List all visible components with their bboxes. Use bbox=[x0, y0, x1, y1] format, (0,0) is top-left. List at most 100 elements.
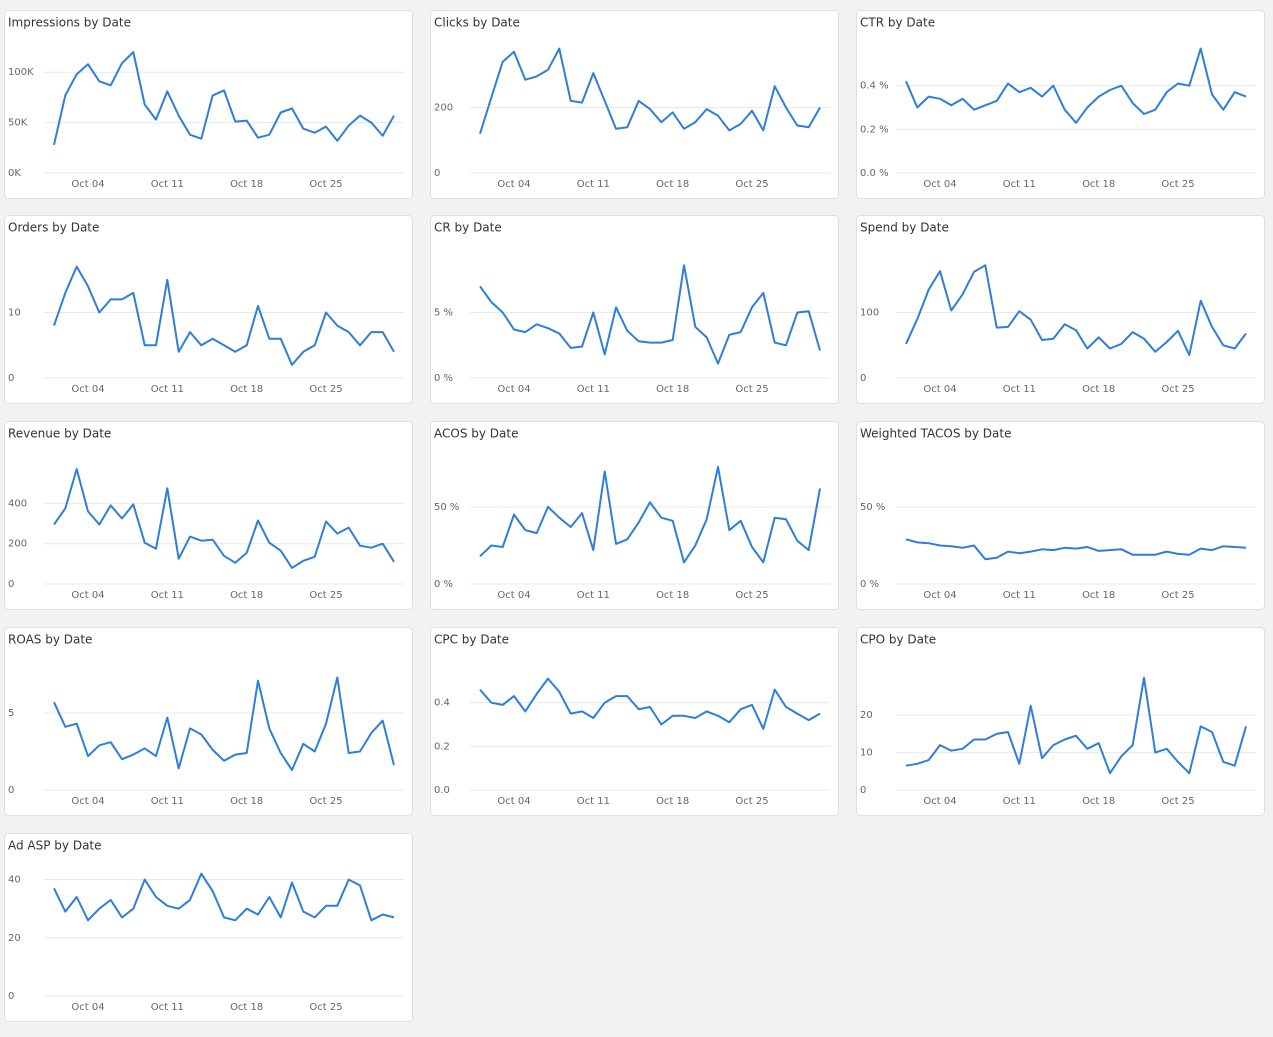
y-tick-label: 0.0 bbox=[434, 785, 450, 796]
chart-card: Weighted TACOS by Date 0 % 50 % Oct 04 Oct 1… bbox=[856, 421, 1265, 610]
x-tick-label: Oct 25 bbox=[309, 590, 342, 601]
y-tick-label: 0 % bbox=[434, 373, 453, 384]
y-tick-label: 5 bbox=[8, 708, 14, 719]
chart-title: Orders by Date bbox=[8, 221, 99, 235]
card bbox=[430, 421, 839, 610]
x-tick-label: Oct 11 bbox=[577, 590, 610, 601]
x-tick-label: Oct 25 bbox=[1161, 384, 1194, 395]
card bbox=[4, 215, 413, 404]
y-tick-label: 50 % bbox=[434, 502, 459, 513]
x-tick-label: Oct 25 bbox=[309, 1002, 342, 1013]
chart-title: Weighted TACOS by Date bbox=[860, 427, 1012, 441]
chart-card: Clicks by Date 0 200 Oct 04 Oct 11 Oct 18 Oct … bbox=[430, 10, 839, 199]
card bbox=[856, 421, 1265, 610]
chart-title: Impressions by Date bbox=[8, 16, 131, 30]
series-line bbox=[479, 47, 821, 134]
y-tick-label: 0 bbox=[434, 168, 440, 179]
series-line bbox=[905, 264, 1247, 357]
chart-title: CPO by Date bbox=[860, 633, 936, 647]
x-tick-label: Oct 11 bbox=[151, 796, 184, 807]
series-line bbox=[905, 676, 1247, 775]
x-tick-label: Oct 11 bbox=[1003, 590, 1036, 601]
chart-title: Ad ASP by Date bbox=[8, 839, 102, 853]
x-tick-label: Oct 04 bbox=[497, 796, 530, 807]
x-tick-label: Oct 11 bbox=[1003, 384, 1036, 395]
chart-card: Spend by Date 0 100 Oct 04 Oct 11 Oct 18 Oct 2… bbox=[856, 215, 1265, 404]
x-tick-label: Oct 25 bbox=[309, 384, 342, 395]
y-tick-label: 0.2 % bbox=[860, 124, 889, 135]
x-tick-label: Oct 11 bbox=[577, 796, 610, 807]
x-tick-label: Oct 25 bbox=[735, 796, 768, 807]
x-tick-label: Oct 18 bbox=[1082, 179, 1115, 190]
x-tick-label: Oct 25 bbox=[735, 384, 768, 395]
x-tick-label: Oct 04 bbox=[71, 179, 104, 190]
y-tick-label: 0 bbox=[8, 785, 14, 796]
chart-card: CR by Date 0 % 5 % Oct 04 Oct 11 Oct 18 Oct 25 bbox=[430, 215, 839, 404]
x-tick-label: Oct 18 bbox=[656, 796, 689, 807]
series-line bbox=[53, 265, 395, 366]
chart-title: ROAS by Date bbox=[8, 633, 92, 647]
x-tick-label: Oct 18 bbox=[1082, 796, 1115, 807]
series-line bbox=[53, 468, 395, 569]
y-tick-label: 0 bbox=[8, 579, 14, 590]
chart-title: CR by Date bbox=[434, 221, 502, 235]
card bbox=[4, 10, 413, 199]
y-tick-label: 0K bbox=[8, 168, 21, 179]
x-tick-label: Oct 11 bbox=[577, 384, 610, 395]
chart-title: CTR by Date bbox=[860, 16, 935, 30]
y-tick-label: 0.4 bbox=[434, 698, 450, 709]
y-tick-label: 50 % bbox=[860, 502, 885, 513]
y-tick-label: 0.0 % bbox=[860, 168, 889, 179]
y-tick-label: 10 bbox=[860, 748, 873, 759]
x-tick-label: Oct 25 bbox=[735, 590, 768, 601]
x-tick-label: Oct 25 bbox=[309, 179, 342, 190]
x-tick-label: Oct 25 bbox=[309, 796, 342, 807]
x-tick-label: Oct 04 bbox=[923, 179, 956, 190]
y-tick-label: 20 bbox=[8, 933, 21, 944]
x-tick-label: Oct 04 bbox=[923, 590, 956, 601]
y-tick-label: 400 bbox=[8, 498, 27, 509]
series-line bbox=[479, 264, 821, 365]
chart-title: Spend by Date bbox=[860, 221, 949, 235]
card bbox=[856, 215, 1265, 404]
series-line bbox=[53, 676, 395, 771]
x-tick-label: Oct 18 bbox=[230, 796, 263, 807]
chart-card: CTR by Date 0.0 % 0.2 % 0.4 % Oct 04 Oct 11 Oc… bbox=[856, 10, 1265, 199]
x-tick-label: Oct 11 bbox=[151, 1002, 184, 1013]
y-tick-label: 0 bbox=[8, 991, 14, 1002]
chart-card: Ad ASP by Date 0 20 40 Oct 04 Oct 11 Oct 18 Oct… bbox=[4, 833, 413, 1022]
y-tick-label: 0 % bbox=[860, 579, 879, 590]
x-tick-label: Oct 18 bbox=[656, 590, 689, 601]
y-tick-label: 0 bbox=[8, 373, 14, 384]
x-tick-label: Oct 11 bbox=[1003, 796, 1036, 807]
x-tick-label: Oct 11 bbox=[1003, 179, 1036, 190]
card bbox=[856, 627, 1265, 816]
x-tick-label: Oct 04 bbox=[923, 384, 956, 395]
series-line bbox=[479, 465, 821, 564]
chart-title: Revenue by Date bbox=[8, 427, 111, 441]
x-tick-label: Oct 18 bbox=[656, 179, 689, 190]
x-tick-label: Oct 11 bbox=[151, 384, 184, 395]
y-tick-label: 0 bbox=[860, 373, 866, 384]
card bbox=[4, 833, 413, 1022]
x-tick-label: Oct 25 bbox=[1161, 590, 1194, 601]
chart-title: ACOS by Date bbox=[434, 427, 518, 441]
x-tick-label: Oct 04 bbox=[71, 384, 104, 395]
x-tick-label: Oct 18 bbox=[230, 1002, 263, 1013]
x-tick-label: Oct 04 bbox=[71, 1002, 104, 1013]
y-tick-label: 0 bbox=[860, 785, 866, 796]
y-tick-label: 100 bbox=[860, 308, 879, 319]
y-tick-label: 0 % bbox=[434, 579, 453, 590]
chart-card: ACOS by Date 0 % 50 % Oct 04 Oct 11 Oct 18 Oct… bbox=[430, 421, 839, 610]
card bbox=[4, 421, 413, 610]
x-tick-label: Oct 18 bbox=[230, 590, 263, 601]
y-tick-label: 50K bbox=[8, 118, 28, 129]
series-line bbox=[479, 677, 821, 730]
chart-card: Orders by Date 0 10 Oct 04 Oct 11 Oct 18 Oct 2… bbox=[4, 215, 413, 404]
y-tick-label: 20 bbox=[860, 710, 873, 721]
x-tick-label: Oct 04 bbox=[497, 179, 530, 190]
x-tick-label: Oct 18 bbox=[656, 384, 689, 395]
y-tick-label: 10 bbox=[8, 308, 21, 319]
